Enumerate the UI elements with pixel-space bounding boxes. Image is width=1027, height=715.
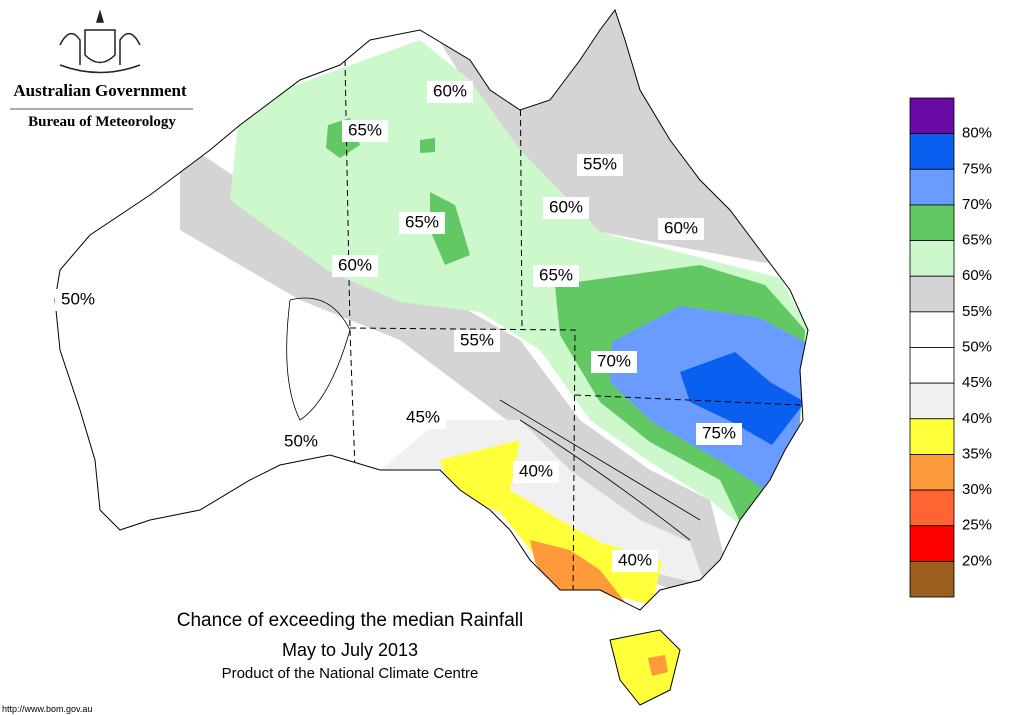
legend-label: 25% bbox=[962, 517, 992, 534]
label-box bbox=[278, 431, 324, 453]
government: Australian Government bbox=[13, 81, 187, 100]
contours bbox=[286, 297, 701, 541]
legend-swatch bbox=[909, 275, 955, 313]
legend-label: 80% bbox=[962, 125, 992, 142]
label-box bbox=[658, 218, 704, 240]
label-box bbox=[342, 120, 388, 142]
map-label: 65% bbox=[539, 265, 573, 284]
label-box bbox=[513, 461, 559, 483]
label-box bbox=[454, 330, 500, 352]
map-label: 60% bbox=[549, 197, 583, 216]
legend-swatch bbox=[909, 97, 955, 135]
map-label: 55% bbox=[583, 154, 617, 173]
legend-swatch bbox=[909, 525, 955, 562]
map-label: 60% bbox=[433, 81, 467, 100]
map-label: 65% bbox=[348, 120, 382, 139]
map-labels: 60% 65% 65% 60% 65% 55% 60% 60% 50% 55% 70% 75% 45% 5… bbox=[55, 81, 742, 572]
map-label: 55% bbox=[460, 330, 494, 349]
legend-swatch bbox=[909, 204, 955, 241]
legend-swatch bbox=[909, 418, 955, 455]
legend-swatch bbox=[909, 311, 955, 348]
legend-swatch bbox=[909, 347, 955, 384]
bureau: Bureau of Meteorology bbox=[28, 114, 176, 130]
legend-label: 45% bbox=[962, 374, 992, 391]
map-label: 40% bbox=[519, 461, 553, 480]
legend-swatch bbox=[909, 382, 955, 420]
label-box bbox=[400, 407, 446, 429]
label-box bbox=[533, 265, 579, 287]
map-label: 50% bbox=[61, 289, 95, 308]
legend-label: 60% bbox=[962, 267, 992, 284]
legend-label: 30% bbox=[962, 481, 992, 498]
legend-label: 50% bbox=[962, 338, 992, 355]
map-label: 65% bbox=[405, 212, 439, 231]
map-label: 75% bbox=[702, 423, 736, 442]
legend-label: 20% bbox=[962, 552, 992, 569]
label-box bbox=[696, 423, 742, 445]
label-box bbox=[577, 154, 623, 176]
title: Chance of exceeding the median Rainfall bbox=[177, 610, 523, 631]
map-label: 60% bbox=[338, 255, 372, 274]
legend: 80% 75% 70% 65% 60% 55% 50% 45% 40% 35% 30% 25% 20% bbox=[909, 97, 992, 598]
legend-swatch bbox=[909, 454, 955, 491]
legend-label: 40% bbox=[962, 410, 992, 427]
label-box bbox=[332, 255, 378, 277]
state-borders bbox=[344, 39, 801, 601]
legend-swatch bbox=[909, 489, 955, 527]
label-box bbox=[399, 212, 445, 234]
coastline bbox=[54, 8, 809, 706]
label-box bbox=[612, 550, 658, 572]
label-box bbox=[55, 289, 101, 311]
url: http://www.bom.gov.au bbox=[2, 704, 92, 714]
map-label: 50% bbox=[284, 431, 318, 450]
legend-label: 55% bbox=[962, 303, 992, 320]
subtitle: May to July 2013 bbox=[282, 640, 418, 660]
map-label: 70% bbox=[597, 351, 631, 370]
map bbox=[180, 10, 808, 705]
legend-swatch bbox=[909, 560, 955, 598]
legend-label: 70% bbox=[962, 196, 992, 213]
map-label: 45% bbox=[406, 407, 440, 426]
legend-label: 65% bbox=[962, 232, 992, 249]
legend-label: 35% bbox=[962, 445, 992, 462]
legend-swatch bbox=[909, 240, 955, 277]
legend-swatch bbox=[909, 133, 955, 170]
label-box bbox=[591, 351, 637, 373]
legend-swatch bbox=[909, 168, 955, 206]
label-box bbox=[543, 197, 589, 219]
label-box bbox=[427, 81, 473, 103]
legend-label: 75% bbox=[962, 160, 992, 177]
credit: Product of the National Climate Centre bbox=[222, 665, 479, 682]
map-label: 40% bbox=[618, 550, 652, 569]
emblem bbox=[59, 9, 141, 74]
map-label: 60% bbox=[664, 218, 698, 237]
